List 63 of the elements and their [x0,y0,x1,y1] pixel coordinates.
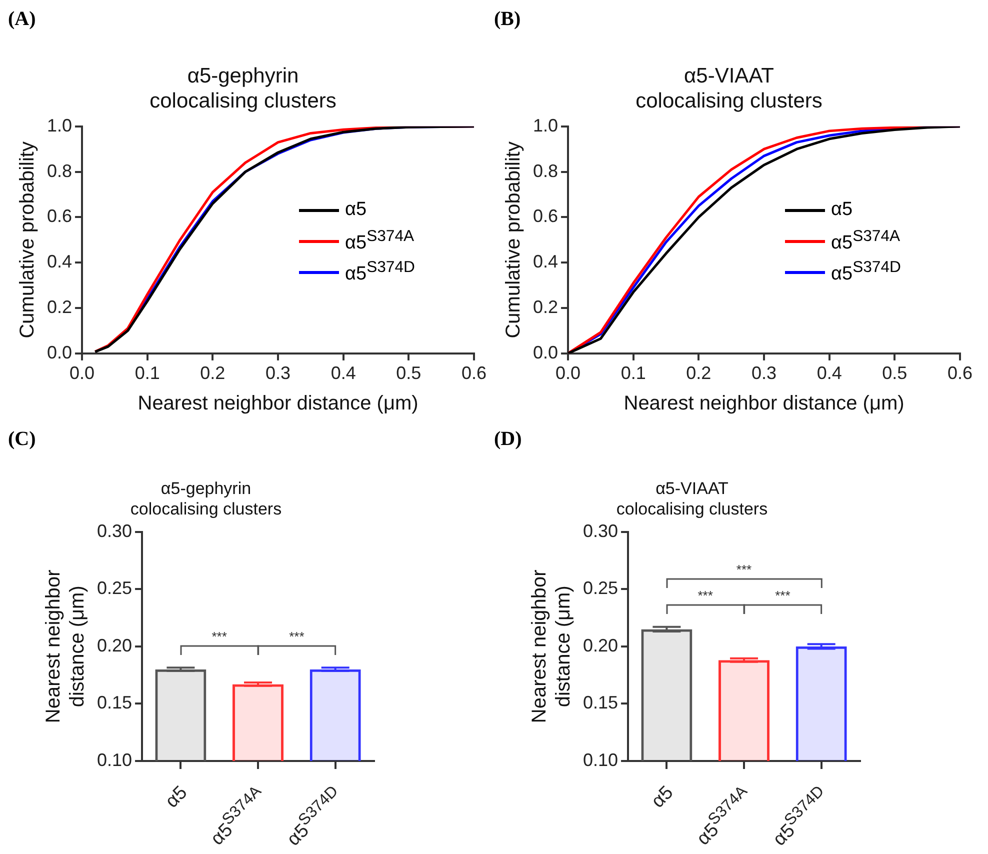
y-tick-label: 0.10 [582,750,618,770]
y-tick-label: 0.6 [532,206,558,226]
annotation: *** [774,588,792,603]
x-tick-label: 0.6 [947,363,973,384]
x-tick-label: 0.0 [70,363,95,384]
text: (C) [8,428,37,452]
annotation: *** [288,628,306,644]
x-tick-label: α5 [162,782,192,814]
y-axis-title: Nearest neighbor distance (μm) [42,569,89,724]
chart-title: α5-gephyrin colocalising clusters [130,478,282,518]
x-tick-label: 0.1 [134,363,160,384]
y-tick-label: 0.2 [46,296,72,317]
y-tick-label: 0.25 [582,578,618,598]
y-tick-label: 0.30 [582,520,618,541]
y-tick-label: 0.8 [46,160,72,181]
text: (D) [494,428,523,452]
y-tick-label: 0.6 [46,206,72,226]
x-tick-label: 0.4 [816,363,842,384]
y-tick-label: 0.10 [96,750,132,770]
x-tick-label: α5 [648,782,678,814]
x-tick-label: 0.6 [461,363,487,384]
legend-label: α5$^{S374D}$ [831,258,901,286]
annotation: *** [696,588,714,603]
x-tick-label: 0.0 [556,363,581,384]
y-tick-label: 0.15 [582,692,618,713]
y-tick-label: 0.2 [532,296,558,317]
x-tick-label: 0.5 [882,363,908,384]
text: (B) [494,8,522,32]
x-axis-title: Nearest neighbor distance (μm) [138,392,418,415]
y-tick-label: 0.15 [96,692,132,713]
x-tick-label: 0.2 [686,363,712,384]
y-tick-label: 0.0 [532,342,558,362]
y-tick-label: 0.4 [46,252,72,272]
y-tick-label: 1.0 [46,115,72,136]
x-tick-label: 0.3 [265,363,291,384]
y-tick-label: 1.0 [532,115,558,136]
text: (A) [8,8,37,32]
chart-title: α5-VIAAT colocalising clusters [636,64,822,113]
y-tick-label: 0.20 [582,635,618,656]
y-tick-label: 0.30 [96,520,132,541]
y-axis-title: Cumulative probability [502,142,525,338]
x-tick-label: 0.1 [620,363,646,384]
annotation: *** [735,562,753,577]
y-tick-label: 0.20 [96,635,132,656]
y-tick-label: 0.4 [532,252,558,272]
y-tick-label: 0.25 [96,578,132,598]
x-tick-label: 0.2 [200,363,226,384]
x-tick-label: 0.5 [396,363,422,384]
y-tick-label: 0.8 [532,160,558,181]
x-axis-title: Nearest neighbor distance (μm) [624,392,904,415]
y-axis-title: Cumulative probability [16,142,39,338]
legend-label: α5$^{S374A}$ [345,228,414,254]
legend-label: α5$^{S374A}$ [831,228,900,254]
annotation: *** [210,628,228,644]
x-tick-label: 0.3 [751,363,777,384]
y-tick-label: 0.0 [46,342,72,362]
chart-title: α5-VIAAT colocalising clusters [616,478,768,518]
legend-label: α5 [345,199,367,221]
legend-label: α5 [831,199,853,221]
y-axis-title: Nearest neighbor distance (μm) [528,569,575,724]
x-tick-label: 0.4 [330,363,356,384]
chart-title: α5-gephyrin colocalising clusters [150,64,336,113]
legend-label: α5$^{S374D}$ [345,258,415,286]
